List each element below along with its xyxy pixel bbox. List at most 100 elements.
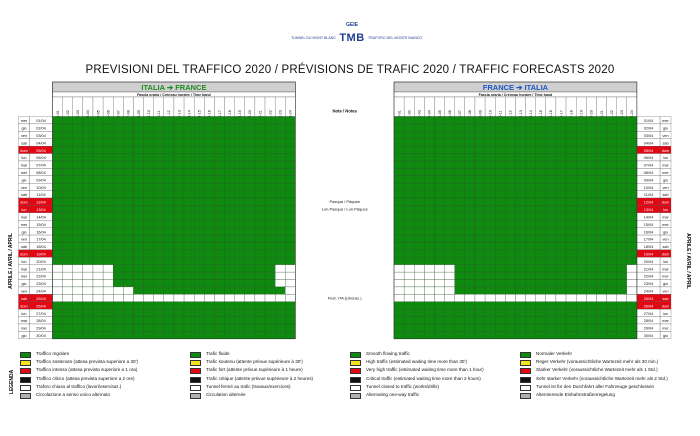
traffic-cell [52, 242, 63, 251]
traffic-cell [244, 323, 256, 332]
traffic-cell [535, 197, 546, 206]
date-label: 27/04 [644, 312, 654, 316]
traffic-cell [464, 227, 476, 236]
legend-label: Very high traffic (estimated waiting tim… [366, 367, 484, 373]
hour-label: 18-19 [238, 110, 242, 120]
traffic-cell [454, 116, 465, 125]
traffic-cell [454, 227, 465, 236]
traffic-cell [393, 205, 405, 213]
traffic-cell [52, 190, 63, 199]
traffic-cell [92, 301, 104, 310]
traffic-cell [194, 220, 205, 228]
traffic-cell [264, 309, 276, 317]
traffic-cell [123, 242, 134, 251]
traffic-cell [123, 279, 134, 288]
date-label: 07/04 [644, 164, 654, 168]
traffic-cell [505, 123, 516, 132]
traffic-cell [515, 264, 526, 273]
traffic-cell [173, 168, 185, 176]
traffic-cell [464, 123, 476, 132]
traffic-cell [535, 227, 546, 236]
traffic-cell [194, 212, 205, 221]
traffic-cell [616, 271, 627, 280]
date-label: 08/04 [36, 171, 46, 175]
date-label: 29/04 [36, 327, 46, 331]
traffic-cell [274, 205, 286, 213]
traffic-cell [515, 131, 526, 139]
traffic-cell [163, 168, 175, 176]
traffic-cell [424, 175, 435, 184]
traffic-cell [173, 123, 185, 132]
traffic-cell [444, 286, 455, 295]
traffic-cell [444, 279, 455, 288]
traffic-cell [484, 175, 496, 184]
date-label: 06/04 [36, 156, 46, 160]
traffic-cell [133, 123, 144, 132]
traffic-cell [224, 138, 235, 147]
dow-label: gio [663, 230, 668, 234]
date-label: 26/04 [36, 304, 46, 308]
traffic-cell [464, 234, 476, 243]
traffic-cell [214, 234, 225, 243]
traffic-cell [535, 271, 546, 280]
traffic-cell [576, 271, 587, 280]
traffic-cell [555, 168, 567, 176]
traffic-cell [234, 301, 245, 310]
traffic-cell [403, 227, 415, 236]
traffic-cell [403, 138, 415, 147]
traffic-cell [204, 286, 215, 295]
day-column-right: mer01/04gio02/04ven03/04sab04/04dom05/04… [636, 116, 672, 339]
traffic-cell [82, 257, 94, 265]
dow-label: lun [21, 312, 26, 316]
traffic-cell [414, 160, 425, 169]
traffic-cell [254, 242, 266, 251]
traffic-cell [183, 160, 195, 169]
traffic-cell [596, 153, 607, 162]
traffic-cell [565, 123, 577, 132]
traffic-cell [606, 205, 617, 213]
traffic-cell [626, 309, 638, 317]
traffic-cell [92, 160, 104, 169]
traffic-cell [464, 138, 476, 147]
dow-label: sab [662, 245, 668, 249]
traffic-cell [565, 279, 577, 288]
date-label: 07/04 [36, 164, 46, 168]
traffic-cell [586, 249, 597, 258]
traffic-cell [264, 286, 276, 295]
traffic-cell [113, 242, 124, 251]
traffic-cell [143, 234, 154, 243]
traffic-cell [234, 257, 245, 265]
traffic-cell [474, 227, 486, 236]
traffic-cell [82, 294, 94, 302]
traffic-cell [153, 131, 164, 139]
traffic-cell [163, 190, 175, 199]
traffic-cell [153, 175, 164, 184]
traffic-cell [606, 249, 617, 258]
month-label-left: APRILE / AVRIL / APRIL [6, 188, 16, 338]
traffic-cell [72, 249, 84, 258]
traffic-cell [183, 331, 195, 339]
traffic-cell [62, 212, 73, 221]
traffic-cell [606, 220, 617, 228]
traffic-cell [616, 190, 627, 199]
traffic-cell [244, 227, 256, 236]
traffic-cell [626, 271, 638, 280]
traffic-cell [264, 294, 276, 302]
panel-header-title: FRANCE ➔ ITALIA [483, 83, 549, 92]
traffic-cell [163, 131, 175, 139]
traffic-cell [403, 168, 415, 176]
legend-swatch [350, 384, 361, 391]
traffic-cell [173, 116, 185, 125]
traffic-cell [173, 138, 185, 147]
traffic-cell [545, 279, 557, 288]
dow-label: mar [21, 267, 28, 271]
traffic-cell [163, 227, 175, 236]
traffic-cell [393, 264, 405, 273]
traffic-cell [626, 242, 638, 251]
date-label: 04/04 [644, 141, 654, 145]
traffic-cell [234, 271, 245, 280]
traffic-cell [545, 271, 557, 280]
traffic-cell [616, 323, 627, 332]
traffic-cell [424, 242, 435, 251]
